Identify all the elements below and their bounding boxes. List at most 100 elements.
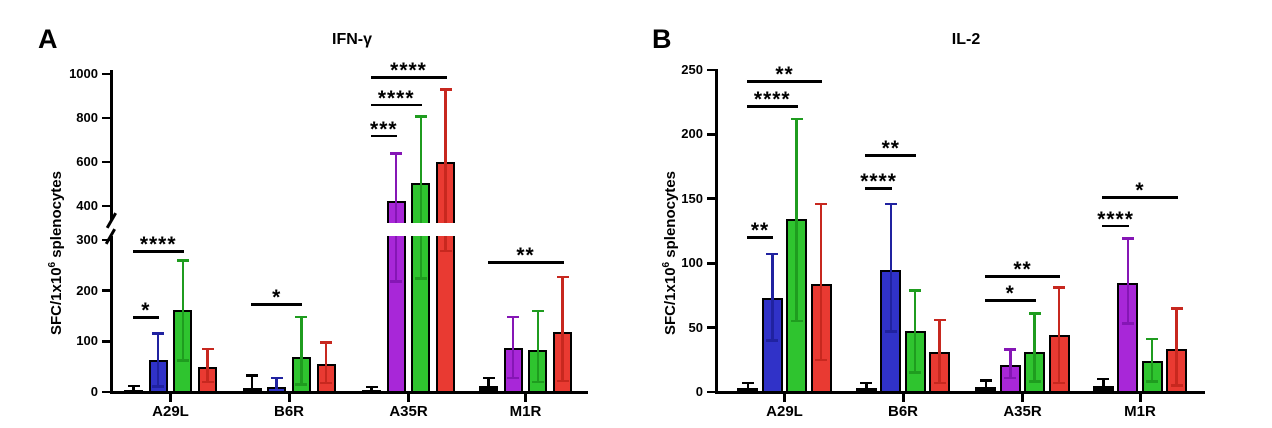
significance-line xyxy=(132,315,160,319)
error-bar-cap-top xyxy=(295,315,308,319)
error-bar-A35R-purple xyxy=(1009,349,1012,378)
error-bar-cap-top xyxy=(1028,312,1041,315)
error-bar-B6R-green xyxy=(913,290,917,373)
y-axis-tick xyxy=(101,116,110,120)
y-axis-tick xyxy=(706,390,715,394)
error-bar-A35R-black xyxy=(984,380,988,389)
error-bar-A29L-black xyxy=(132,385,135,392)
error-bar-A29L-red xyxy=(819,203,823,360)
error-bar-cap-top xyxy=(815,202,828,206)
significance-stars: *** xyxy=(370,117,398,141)
error-bar-A35R-black xyxy=(370,386,373,392)
y-axis-line xyxy=(109,70,113,220)
panel-b-letter: B xyxy=(652,24,672,54)
category-label-A35R: A35R xyxy=(1003,402,1042,420)
error-bar-cap-top xyxy=(556,275,569,279)
x-axis-tick xyxy=(1138,394,1142,402)
y-axis-line xyxy=(714,69,718,395)
error-bar-A35R-red xyxy=(1057,287,1061,383)
y-axis-tick xyxy=(101,204,110,208)
y-axis-label-text: SFC/1x10 xyxy=(48,267,65,335)
error-bar-A29L-blue xyxy=(156,333,160,387)
axis-break-gap xyxy=(115,222,590,236)
error-bar-A35R-green xyxy=(419,116,423,279)
y-axis-tick-label: 50 xyxy=(688,319,703,335)
error-bar-cap-bottom xyxy=(295,383,308,386)
significance-stars: ** xyxy=(775,63,794,87)
error-bar-A29L-black xyxy=(746,382,750,391)
error-bar-B6R-blue xyxy=(275,377,278,390)
y-axis-tick-label: 200 xyxy=(76,282,98,298)
error-bar-M1R-black xyxy=(1102,379,1105,388)
error-bar-cap-top xyxy=(531,309,544,313)
error-bar-B6R-red xyxy=(938,319,941,383)
y-axis-tick xyxy=(101,238,110,242)
error-bar-M1R-green xyxy=(536,310,540,382)
y-axis-tick-label: 0 xyxy=(90,384,98,399)
error-bar-A35R-red xyxy=(444,89,447,252)
significance-line xyxy=(865,153,917,157)
error-bar-cap-bottom xyxy=(176,359,189,362)
error-bar-cap-top xyxy=(1121,237,1134,241)
significance-line xyxy=(132,250,184,253)
significance-line xyxy=(984,274,1061,278)
significance-line xyxy=(746,104,798,108)
error-bar-cap-bottom xyxy=(201,380,214,384)
error-bar-cap-top xyxy=(365,385,378,389)
panel-b-y-axis-label: SFC/1x106 splenocytes xyxy=(657,133,679,373)
x-axis-tick xyxy=(287,394,291,402)
error-bar-M1R-red xyxy=(561,276,564,381)
x-axis-tick xyxy=(524,394,527,402)
error-bar-cap-top xyxy=(909,288,922,292)
significance-stars: **** xyxy=(860,170,897,194)
significance-line xyxy=(746,236,774,239)
significance-stars: **** xyxy=(377,86,415,110)
significance-stars: ** xyxy=(1013,257,1032,281)
error-bar-A29L-green xyxy=(795,118,798,322)
y-axis-tick-label: 400 xyxy=(76,198,98,213)
category-label-M1R: M1R xyxy=(1124,402,1156,420)
significance-line xyxy=(1102,224,1129,228)
category-label-A35R: A35R xyxy=(389,402,428,420)
error-bar-cap-bottom xyxy=(507,376,520,380)
error-bar-M1R-purple xyxy=(1126,238,1130,324)
significance-stars: * xyxy=(1135,179,1145,203)
error-bar-cap-bottom xyxy=(766,339,779,342)
significance-line xyxy=(865,187,892,190)
y-axis-tick xyxy=(101,339,110,343)
y-axis-tick xyxy=(706,261,715,265)
error-bar-cap-bottom xyxy=(556,379,569,383)
y-axis-label-superscript: 6 xyxy=(47,261,58,268)
y-axis-tick-label: 1000 xyxy=(69,66,98,81)
category-label-A29L: A29L xyxy=(766,402,803,420)
error-bar-cap-top xyxy=(979,379,992,382)
y-axis-label-text: splenocytes xyxy=(48,171,65,262)
error-bar-cap-bottom xyxy=(320,381,332,385)
error-bar-cap-bottom xyxy=(909,371,922,374)
significance-stars: ** xyxy=(881,136,900,160)
y-axis-tick xyxy=(101,390,110,394)
y-axis-label-text: splenocytes xyxy=(662,171,679,262)
significance-line xyxy=(370,134,398,138)
error-bar-cap-bottom xyxy=(152,385,165,388)
error-bar-cap-top xyxy=(482,376,495,380)
error-bar-cap-top xyxy=(766,252,779,256)
error-bar-cap-top xyxy=(884,202,897,206)
error-bar-cap-top xyxy=(270,376,283,380)
significance-stars: **** xyxy=(1097,207,1134,231)
error-bar-cap-bottom xyxy=(815,358,828,362)
category-label-B6R: B6R xyxy=(887,402,918,420)
y-axis-tick-label: 0 xyxy=(695,384,703,399)
significance-line xyxy=(370,76,447,79)
y-axis-tick-label: 200 xyxy=(681,126,703,142)
significance-stars: **** xyxy=(753,87,791,111)
error-bar-cap-top xyxy=(741,381,754,385)
significance-stars: ** xyxy=(516,244,535,268)
error-bar-B6R-green xyxy=(300,317,303,385)
category-label-B6R: B6R xyxy=(273,402,304,420)
error-bar-cap-top xyxy=(790,117,803,121)
significance-line xyxy=(251,303,303,307)
error-bar-cap-top xyxy=(1053,286,1066,289)
significance-line xyxy=(487,261,564,265)
error-bar-cap-top xyxy=(507,315,520,319)
